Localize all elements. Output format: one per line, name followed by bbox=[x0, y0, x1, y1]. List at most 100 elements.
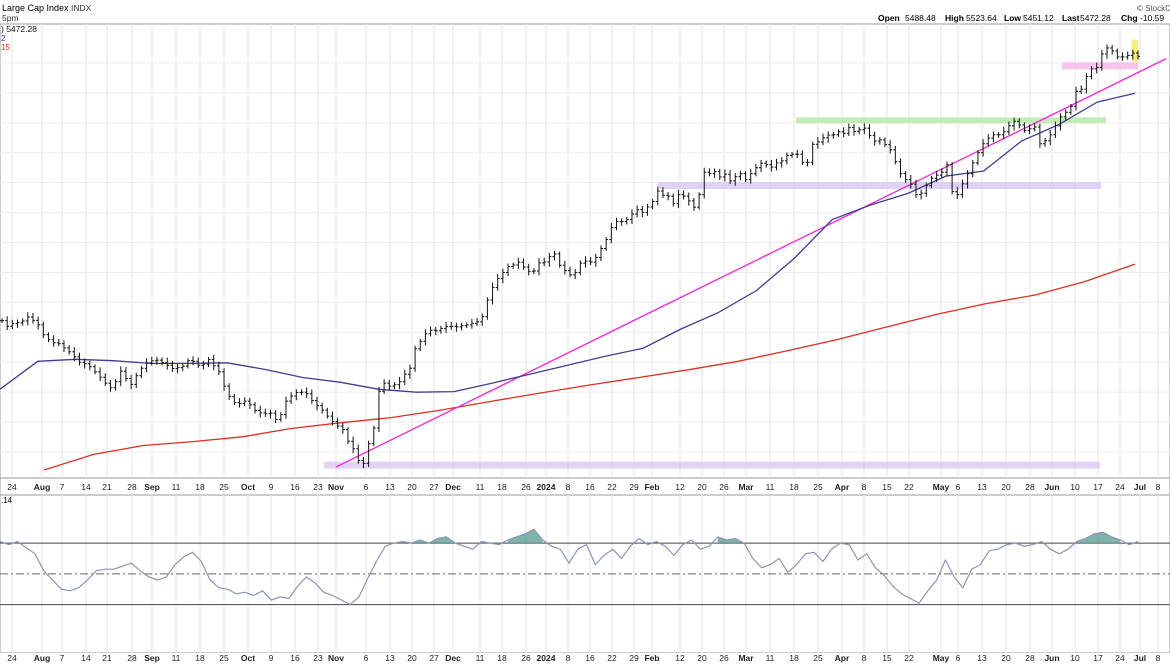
x-tick-label: 22 bbox=[607, 482, 617, 492]
price-bar bbox=[366, 440, 371, 468]
price-bar bbox=[944, 161, 949, 177]
price-bar bbox=[588, 256, 593, 266]
price-bar bbox=[867, 123, 872, 139]
price-bar bbox=[764, 160, 769, 168]
price-bar bbox=[1074, 86, 1079, 111]
x-tick-label-rsi: 6 bbox=[364, 653, 369, 663]
price-bar bbox=[578, 260, 583, 276]
x-tick-label-rsi: 20 bbox=[407, 653, 417, 663]
x-tick-label: 22 bbox=[904, 482, 914, 492]
price-bar bbox=[1043, 138, 1048, 147]
chg-value: -10.59 bbox=[1140, 13, 1164, 23]
price-bar bbox=[418, 338, 423, 352]
price-bar bbox=[92, 364, 97, 375]
x-tick-label: 15 bbox=[882, 482, 892, 492]
x-tick-label-rsi: 23 bbox=[313, 653, 323, 663]
price-bar bbox=[593, 253, 598, 267]
x-tick-label: 29 bbox=[629, 482, 639, 492]
x-tick-label-rsi: 25 bbox=[813, 653, 823, 663]
price-bar bbox=[516, 257, 521, 269]
price-bar bbox=[0, 318, 4, 324]
price-bar bbox=[681, 190, 686, 200]
x-tick-label-rsi: 26 bbox=[521, 653, 531, 663]
price-bar bbox=[87, 360, 92, 371]
x-tick-label-rsi: 13 bbox=[385, 653, 395, 663]
price-bar bbox=[407, 364, 412, 380]
x-tick-label-rsi: 26 bbox=[719, 653, 729, 663]
price-bar bbox=[56, 338, 61, 347]
price-bar bbox=[815, 137, 820, 149]
price-bar bbox=[557, 251, 562, 268]
x-tick-label-rsi: 18 bbox=[789, 653, 799, 663]
x-tick-label: Nov bbox=[328, 482, 344, 492]
price-bar bbox=[1006, 121, 1011, 136]
price-bar bbox=[232, 393, 237, 406]
x-tick-label: 13 bbox=[385, 482, 395, 492]
price-bar bbox=[356, 444, 361, 464]
legend-price: ) 5472.28 bbox=[1, 24, 37, 34]
open-label: Open bbox=[878, 13, 900, 23]
x-tick-label: 11 bbox=[172, 482, 181, 492]
price-bar bbox=[1084, 73, 1089, 94]
legend-ma50: 2 bbox=[1, 34, 6, 43]
price-bar bbox=[645, 203, 650, 216]
price-bar bbox=[185, 358, 190, 369]
price-bar bbox=[975, 150, 980, 166]
x-tick-label: 16 bbox=[290, 482, 300, 492]
brand-watermark: © StockC bbox=[1137, 4, 1170, 13]
price-bar bbox=[759, 159, 764, 172]
x-tick-label: 23 bbox=[313, 482, 323, 492]
price-bar bbox=[258, 405, 263, 418]
price-bar bbox=[877, 136, 882, 145]
price-bar bbox=[805, 159, 810, 167]
x-tick-label-rsi: 11 bbox=[172, 653, 181, 663]
price-bar bbox=[562, 260, 567, 275]
x-tick-label-rsi: 12 bbox=[675, 653, 685, 663]
price-bar bbox=[1105, 44, 1110, 59]
x-tick-label-rsi: 13 bbox=[977, 653, 987, 663]
price-bar bbox=[376, 386, 381, 432]
x-tick-label-rsi: 24 bbox=[1115, 653, 1125, 663]
x-tick-label: Mar bbox=[738, 482, 754, 492]
highlight-zones bbox=[324, 39, 1138, 469]
price-bar bbox=[702, 167, 707, 199]
x-tick-label: 6 bbox=[956, 482, 961, 492]
price-bar bbox=[82, 358, 87, 369]
price-bar bbox=[955, 186, 960, 200]
price-bar bbox=[371, 425, 376, 447]
price-bar bbox=[748, 169, 753, 184]
x-tick-label-rsi: 21 bbox=[102, 653, 112, 663]
price-bar bbox=[857, 126, 862, 135]
price-bar bbox=[1032, 123, 1037, 132]
price-bar bbox=[201, 360, 206, 370]
price-bar bbox=[821, 133, 826, 146]
x-tick-label-rsi: 20 bbox=[1001, 653, 1011, 663]
price-bar bbox=[423, 329, 428, 346]
x-tick-label-rsi: Sep bbox=[144, 653, 160, 663]
price-bar bbox=[15, 319, 20, 328]
x-tick-label-rsi: 8 bbox=[566, 653, 571, 663]
price-bar bbox=[1130, 49, 1135, 60]
low-value: 5451.12 bbox=[1023, 13, 1054, 23]
price-bar bbox=[1136, 50, 1140, 60]
price-bar bbox=[846, 123, 851, 136]
price-bar bbox=[552, 250, 557, 261]
x-tick-label-rsi: 24 bbox=[7, 653, 17, 663]
x-tick-label: 11 bbox=[766, 482, 775, 492]
price-bar bbox=[722, 169, 727, 182]
x-tick-label: 17 bbox=[1093, 482, 1103, 492]
price-bar bbox=[149, 356, 154, 366]
price-bar bbox=[671, 193, 676, 207]
exchange-label: INDX bbox=[71, 3, 92, 13]
price-bar bbox=[67, 345, 72, 355]
ma200-series bbox=[43, 263, 1136, 471]
price-bar bbox=[134, 372, 139, 388]
price-bar bbox=[1012, 117, 1017, 131]
x-tick-label: 12 bbox=[675, 482, 685, 492]
x-tick-label-rsi: Oct bbox=[241, 653, 255, 663]
x-tick-label: 24 bbox=[7, 482, 17, 492]
x-tick-label: 25 bbox=[219, 482, 229, 492]
x-tick-label-rsi: 15 bbox=[882, 653, 892, 663]
price-bar bbox=[402, 370, 407, 385]
